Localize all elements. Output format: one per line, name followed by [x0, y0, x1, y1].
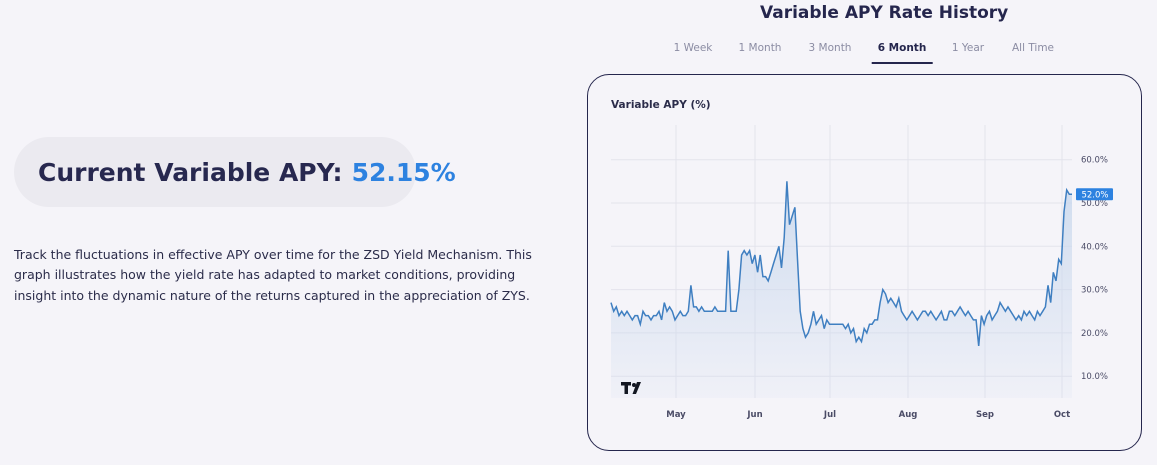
tab-1-month[interactable]: 1 Month	[738, 42, 782, 54]
tab-1-year[interactable]: 1 Year	[951, 42, 985, 54]
x-tick-label: Oct	[1054, 410, 1070, 420]
current-apy-value: 52.15%	[351, 157, 456, 187]
current-apy-label: Current Variable APY:	[38, 157, 343, 187]
y-tick-label: 20.0%	[1081, 329, 1108, 339]
tab-1-week[interactable]: 1 Week	[673, 42, 713, 54]
time-range-tabs: 1 Week 1 Month 3 Month 6 Month 1 Year Al…	[0, 38, 1157, 64]
tradingview-logo-icon	[621, 382, 641, 394]
x-tick-label: Aug	[899, 410, 918, 420]
x-tick-label: May	[666, 410, 686, 420]
chart-title: Variable APY Rate History	[760, 3, 1009, 23]
x-tick-label: Sep	[976, 410, 994, 420]
y-tick-label: 10.0%	[1081, 372, 1108, 382]
apy-description: Track the fluctuations in effective APY …	[14, 246, 532, 303]
last-value-label: 52.0%	[1081, 190, 1108, 200]
y-tick-label: 30.0%	[1081, 286, 1108, 296]
current-apy-card: Current Variable APY: 52.15%	[14, 137, 456, 207]
chart-series-label: Variable APY (%)	[611, 99, 711, 111]
tab-all-time[interactable]: All Time	[1011, 42, 1055, 54]
tab-6-month[interactable]: 6 Month	[871, 38, 933, 64]
x-tick-label: Jun	[746, 410, 762, 420]
apy-series-line	[610, 181, 1072, 346]
apy-area-fill	[611, 181, 1072, 398]
y-tick-label: 40.0%	[1081, 242, 1108, 252]
y-axis-labels: 10.0% 20.0% 30.0% 40.0% 50.0% 60.0%	[1081, 156, 1108, 383]
x-axis-labels: May Jun Jul Aug Sep Oct	[666, 410, 1070, 420]
tab-3-month[interactable]: 3 Month	[808, 42, 852, 54]
y-tick-label: 50.0%	[1081, 199, 1108, 209]
x-tick-label: Jul	[823, 410, 836, 420]
last-value-badge: 52.0%	[1076, 188, 1113, 201]
y-tick-label: 60.0%	[1081, 156, 1108, 166]
